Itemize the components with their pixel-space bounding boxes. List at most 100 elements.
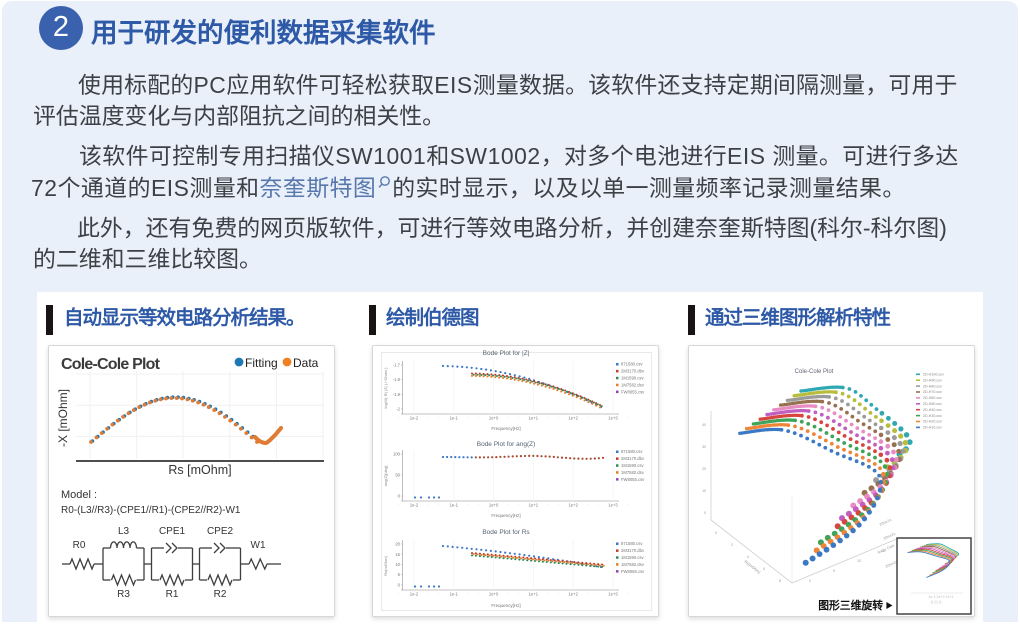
svg-text:·: · bbox=[398, 592, 399, 596]
svg-text:100: 100 bbox=[393, 452, 401, 457]
svg-text:▶: ▶ bbox=[886, 601, 894, 610]
svg-text:4: 4 bbox=[747, 555, 749, 559]
svg-text:0: 0 bbox=[704, 511, 706, 515]
svg-text:1e+0: 1e+0 bbox=[489, 503, 499, 508]
svg-text:·: · bbox=[508, 503, 509, 507]
svg-text:·: · bbox=[438, 503, 439, 507]
svg-text:1e-2: 1e-2 bbox=[410, 592, 419, 597]
svg-text:2D-H40.csv: 2D-H40.csv bbox=[923, 408, 942, 412]
svg-text:1e+2: 1e+2 bbox=[568, 416, 578, 421]
svg-text:·: · bbox=[428, 503, 429, 507]
svg-text:·: · bbox=[478, 592, 479, 596]
svg-text:Frequency[Hz]: Frequency[Hz] bbox=[491, 513, 520, 518]
svg-text:8: 8 bbox=[779, 579, 781, 583]
svg-text:1M1590.csv: 1M1590.csv bbox=[621, 555, 644, 560]
svg-text:1e+1: 1e+1 bbox=[529, 503, 539, 508]
svg-text:·: · bbox=[627, 592, 628, 596]
svg-text:·: · bbox=[597, 503, 598, 507]
svg-text:Cole-Cole Plot: Cole-Cole Plot bbox=[61, 356, 161, 373]
svg-text:10: 10 bbox=[857, 559, 861, 563]
svg-text:2D-H20.csv: 2D-H20.csv bbox=[923, 420, 942, 424]
svg-text:871580.csv: 871580.csv bbox=[621, 541, 643, 546]
svg-text:5: 5 bbox=[398, 572, 401, 577]
svg-text:1e+0: 1e+0 bbox=[489, 592, 499, 597]
svg-text:Bode Plot for Rs: Bode Plot for Rs bbox=[482, 529, 530, 536]
svg-text:1e-1: 1e-1 bbox=[450, 416, 459, 421]
svg-text:·: · bbox=[518, 503, 519, 507]
svg-text:log10( R( |Z| ) / Ohms ): log10( R( |Z| ) / Ohms ) bbox=[383, 367, 388, 409]
svg-text:2D-H80.csv: 2D-H80.csv bbox=[923, 384, 942, 388]
svg-text:Arc1y Dats: Arc1y Dats bbox=[877, 543, 896, 555]
svg-text:1e+0: 1e+0 bbox=[489, 416, 499, 421]
svg-text:-2: -2 bbox=[396, 407, 400, 412]
svg-text:1e+3: 1e+3 bbox=[608, 503, 618, 508]
svg-text:·: · bbox=[468, 592, 469, 596]
svg-text:Rs [mOhm]: Rs [mOhm] bbox=[168, 463, 231, 477]
svg-text:1M1590.csv: 1M1590.csv bbox=[621, 463, 644, 468]
svg-text:·: · bbox=[478, 503, 479, 507]
svg-text:·: · bbox=[518, 592, 519, 596]
svg-text:20Hx2s: 20Hx2s bbox=[883, 532, 896, 541]
svg-text:Rs(mOhm): Rs(mOhm) bbox=[383, 556, 388, 576]
svg-text:CPE1: CPE1 bbox=[159, 526, 186, 537]
svg-text:1e+1: 1e+1 bbox=[529, 592, 539, 597]
svg-text:·: · bbox=[468, 503, 469, 507]
svg-text:6: 6 bbox=[763, 567, 765, 571]
svg-text:-1.7: -1.7 bbox=[393, 363, 401, 368]
svg-text:30: 30 bbox=[702, 445, 706, 449]
svg-text:871580.csv: 871580.csv bbox=[621, 362, 643, 367]
svg-text:1e+3: 1e+3 bbox=[608, 592, 618, 597]
svg-text:0: 0 bbox=[398, 583, 401, 588]
svg-text:·: · bbox=[428, 416, 429, 420]
svg-text:·: · bbox=[627, 503, 628, 507]
svg-text:R3: R3 bbox=[117, 589, 130, 600]
svg-text:FW8055.csv: FW8055.csv bbox=[621, 389, 645, 394]
svg-text:1e-2: 1e-2 bbox=[410, 416, 419, 421]
svg-text:2D-H50.csv: 2D-H50.csv bbox=[923, 402, 942, 406]
svg-text:Frequency[Hz]: Frequency[Hz] bbox=[491, 603, 520, 608]
svg-text:·: · bbox=[478, 416, 479, 420]
svg-text:-X [mOhm]: -X [mOhm] bbox=[56, 389, 70, 447]
svg-text:20: 20 bbox=[395, 542, 400, 547]
svg-text:FW8055.csv: FW8055.csv bbox=[621, 569, 645, 574]
svg-text:·: · bbox=[548, 503, 549, 507]
svg-text:·: · bbox=[428, 592, 429, 596]
svg-text:2: 2 bbox=[731, 543, 733, 547]
svg-text:||| |||| |||: ||| |||| ||| bbox=[931, 600, 942, 604]
svg-text:1e+3: 1e+3 bbox=[608, 416, 618, 421]
svg-text:·: · bbox=[548, 416, 549, 420]
svg-text:·: · bbox=[597, 592, 598, 596]
svg-text:L3: L3 bbox=[118, 526, 130, 537]
svg-text:20Hx4s: 20Hx4s bbox=[885, 560, 898, 569]
svg-text:FW8055.csv: FW8055.csv bbox=[621, 477, 645, 482]
svg-text:15: 15 bbox=[881, 549, 885, 553]
svg-text:20: 20 bbox=[702, 467, 706, 471]
svg-text:·: · bbox=[518, 416, 519, 420]
svg-text:1M7582.dsv: 1M7582.dsv bbox=[621, 562, 645, 567]
svg-text:1e-1: 1e-1 bbox=[450, 503, 459, 508]
svg-text:2D-H70.csv: 2D-H70.csv bbox=[923, 390, 942, 394]
svg-text:50: 50 bbox=[395, 473, 400, 478]
svg-text:R2: R2 bbox=[214, 589, 227, 600]
svg-text:·: · bbox=[558, 416, 559, 420]
svg-text:·: · bbox=[558, 592, 559, 596]
svg-text:·: · bbox=[597, 416, 598, 420]
svg-text:0: 0 bbox=[398, 494, 401, 499]
svg-text:·: · bbox=[588, 592, 589, 596]
svg-text:2D-H30.csv: 2D-H30.csv bbox=[923, 414, 942, 418]
svg-text:1M7582.dsv: 1M7582.dsv bbox=[621, 382, 645, 387]
svg-text:Fitting: Fitting bbox=[245, 356, 278, 370]
svg-text:1e-1: 1e-1 bbox=[450, 592, 459, 597]
svg-text:Rs[mOhm]: Rs[mOhm] bbox=[743, 559, 761, 575]
svg-text:2D-H90.csv: 2D-H90.csv bbox=[923, 378, 942, 382]
svg-text:2M3170.dbv: 2M3170.dbv bbox=[621, 456, 645, 461]
svg-text:·: · bbox=[508, 416, 509, 420]
svg-text:·: · bbox=[588, 503, 589, 507]
svg-text:W1: W1 bbox=[251, 540, 266, 551]
svg-text:·: · bbox=[588, 416, 589, 420]
svg-text:0: 0 bbox=[809, 579, 811, 583]
svg-text:15: 15 bbox=[395, 552, 400, 557]
svg-text:ang(Z)[deg]: ang(Z)[deg] bbox=[383, 466, 388, 487]
svg-text:1e+1: 1e+1 bbox=[529, 416, 539, 421]
svg-text:1e-1 1e+0 1e+1: 1e-1 1e+0 1e+1 bbox=[928, 595, 953, 599]
